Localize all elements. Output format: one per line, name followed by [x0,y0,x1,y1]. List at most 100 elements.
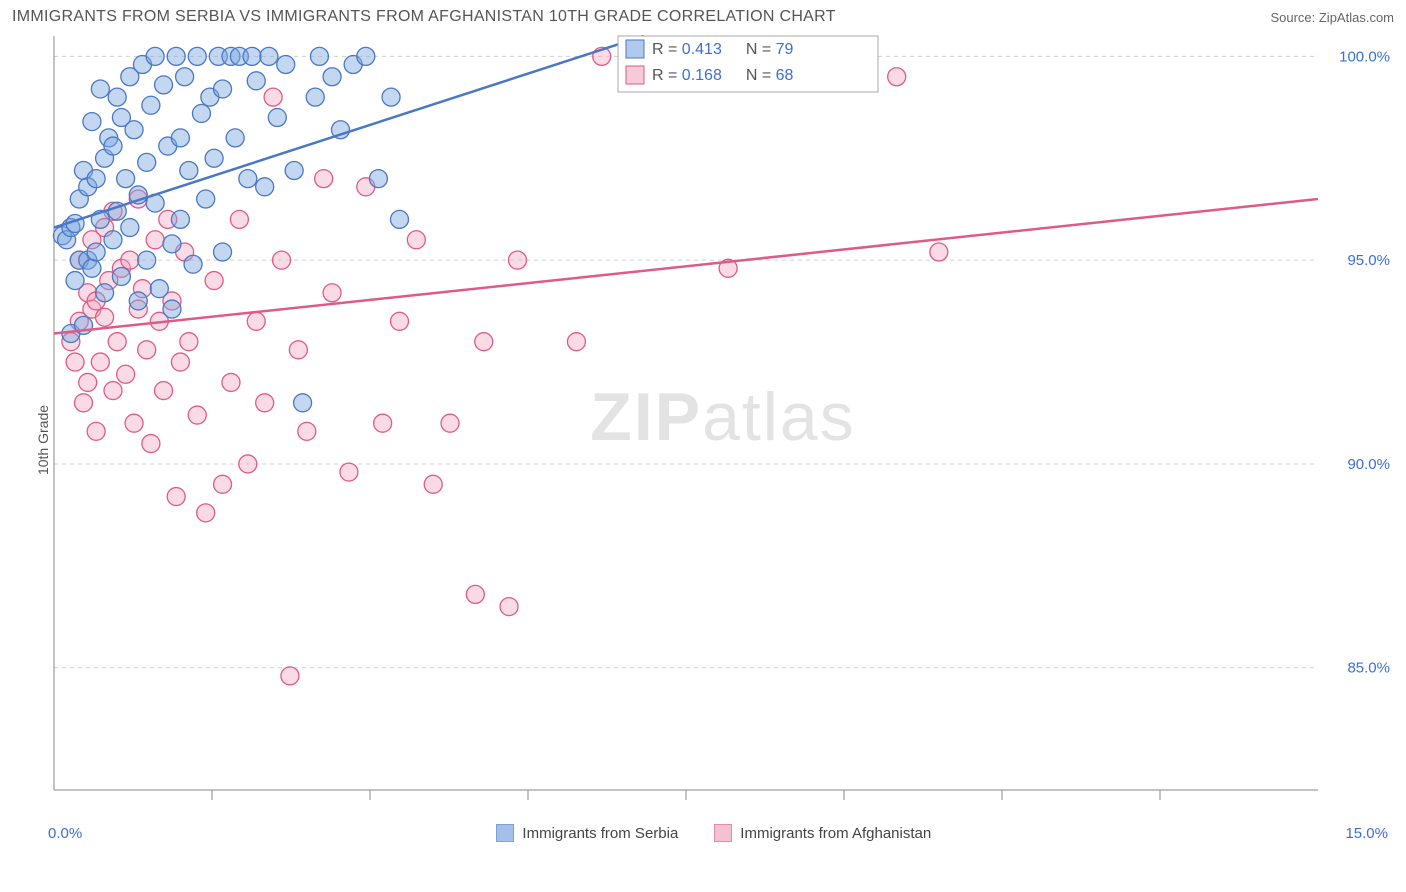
scatter-point [424,475,442,493]
scatter-point [256,178,274,196]
scatter-point [87,422,105,440]
scatter-point [96,284,114,302]
scatter-point [91,353,109,371]
scatter-point [323,284,341,302]
svg-text:100.0%: 100.0% [1339,48,1390,65]
chart-header: IMMIGRANTS FROM SERBIA VS IMMIGRANTS FRO… [0,0,1406,30]
chart-footer: 0.0% Immigrants from SerbiaImmigrants fr… [0,816,1406,850]
scatter-point [407,231,425,249]
scatter-point [150,280,168,298]
chart-title: IMMIGRANTS FROM SERBIA VS IMMIGRANTS FRO… [12,8,836,26]
scatter-point [214,80,232,98]
scatter-point [441,414,459,432]
svg-text:ZIPatlas: ZIPatlas [590,379,855,455]
scatter-point [247,312,265,330]
scatter-point [125,121,143,139]
scatter-point [294,394,312,412]
scatter-point [930,243,948,261]
scatter-point [83,113,101,131]
scatter-point [163,235,181,253]
scatter-point [171,210,189,228]
scatter-point [230,210,248,228]
svg-text:85.0%: 85.0% [1347,660,1390,677]
scatter-point [374,414,392,432]
scatter-point [508,251,526,269]
scatter-point [108,88,126,106]
scatter-point [142,435,160,453]
stats-swatch [626,66,644,84]
legend-swatch [496,824,514,842]
scatter-point [117,170,135,188]
scatter-point [277,56,295,74]
scatter-point [289,341,307,359]
scatter-point [167,488,185,506]
scatter-point [171,129,189,147]
scatter-point [66,272,84,290]
legend-item: Immigrants from Serbia [496,824,678,842]
scatter-point [390,210,408,228]
scatter-point [264,88,282,106]
x-axis-max-label: 15.0% [1345,825,1388,842]
scatter-point [163,300,181,318]
scatter-chart: 85.0%90.0%95.0%100.0%ZIPatlasR = 0.413N … [48,30,1398,850]
chart-source: Source: ZipAtlas.com [1270,10,1394,25]
scatter-point [167,47,185,65]
scatter-point [340,463,358,481]
scatter-point [142,96,160,114]
scatter-point [96,308,114,326]
chart-area: 10th Grade 85.0%90.0%95.0%100.0%ZIPatlas… [0,30,1406,850]
scatter-point [247,72,265,90]
scatter-point [87,170,105,188]
scatter-point [146,231,164,249]
scatter-point [281,667,299,685]
scatter-point [79,373,97,391]
scatter-point [273,251,291,269]
scatter-point [256,394,274,412]
scatter-point [171,353,189,371]
scatter-point [121,251,139,269]
scatter-point [205,149,223,167]
scatter-point [239,455,257,473]
scatter-point [205,272,223,290]
scatter-point [87,243,105,261]
legend-item: Immigrants from Afghanistan [714,824,931,842]
scatter-point [214,243,232,261]
stats-swatch [626,40,644,58]
scatter-point [104,382,122,400]
scatter-point [138,153,156,171]
scatter-point [323,68,341,86]
scatter-point [382,88,400,106]
scatter-point [357,47,375,65]
scatter-point [138,251,156,269]
scatter-point [285,161,303,179]
scatter-point [239,170,257,188]
scatter-point [567,333,585,351]
scatter-point [188,406,206,424]
scatter-point [180,333,198,351]
svg-text:95.0%: 95.0% [1347,252,1390,269]
scatter-point [125,414,143,432]
scatter-point [138,341,156,359]
scatter-point [180,161,198,179]
scatter-point [475,333,493,351]
scatter-point [112,267,130,285]
scatter-point [146,47,164,65]
scatter-point [466,585,484,603]
scatter-point [298,422,316,440]
scatter-point [197,190,215,208]
scatter-point [369,170,387,188]
legend-label: Immigrants from Serbia [522,825,678,842]
scatter-point [104,231,122,249]
scatter-point [91,80,109,98]
scatter-point [197,504,215,522]
scatter-point [74,394,92,412]
scatter-point [222,373,240,391]
scatter-point [260,47,278,65]
scatter-point [310,47,328,65]
scatter-point [129,292,147,310]
scatter-point [306,88,324,106]
scatter-point [226,129,244,147]
scatter-point [108,333,126,351]
scatter-point [155,382,173,400]
scatter-point [66,353,84,371]
